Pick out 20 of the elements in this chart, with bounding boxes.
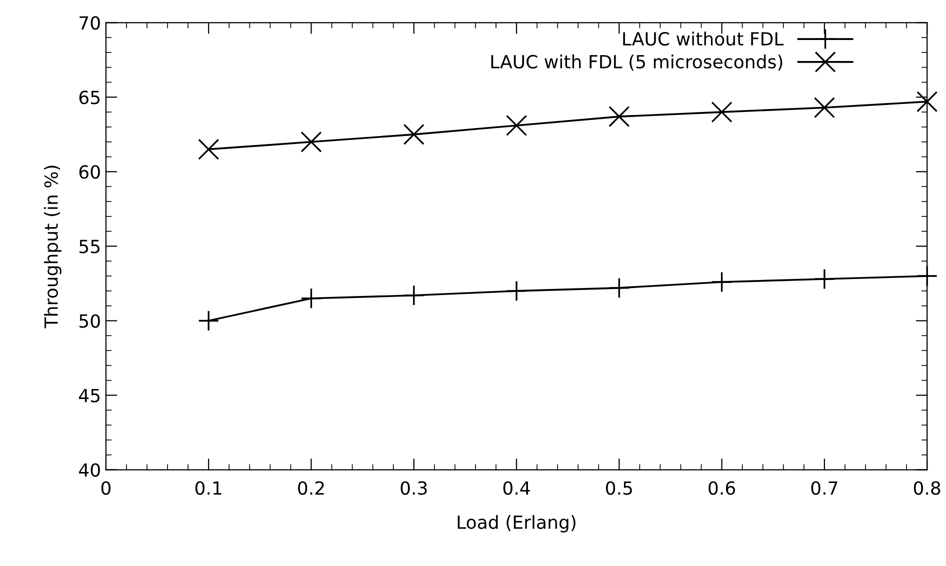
x-tick-label: 0.6 xyxy=(708,481,736,495)
y-tick-label: 65 xyxy=(79,90,100,104)
x-tick-label: 0.5 xyxy=(606,481,632,495)
y-tick-label: 40 xyxy=(79,463,100,477)
legend-label: LAUC with FDL (5 microseconds) xyxy=(491,54,782,71)
x-axis-title: Load (Erlang) xyxy=(458,515,576,533)
x-tick-label: 0.7 xyxy=(811,481,838,495)
y-tick-label: 70 xyxy=(80,16,100,30)
x-tick-label: 0.4 xyxy=(503,481,530,495)
legend-label: LAUC without FDL xyxy=(623,32,784,46)
x-tick-label: 0.8 xyxy=(914,481,940,495)
y-axis-title: Throughput (in %) xyxy=(44,166,62,328)
y-tick-label: 50 xyxy=(80,314,100,328)
x-tick-label: 0.1 xyxy=(195,481,222,495)
y-tick-label: 60 xyxy=(79,165,100,179)
x-tick-label: 0.2 xyxy=(298,481,324,495)
y-tick-label: 55 xyxy=(80,240,100,254)
x-tick-label: 0 xyxy=(101,481,110,495)
x-tick-label: 0.3 xyxy=(400,481,427,495)
y-tick-label: 45 xyxy=(79,388,100,402)
